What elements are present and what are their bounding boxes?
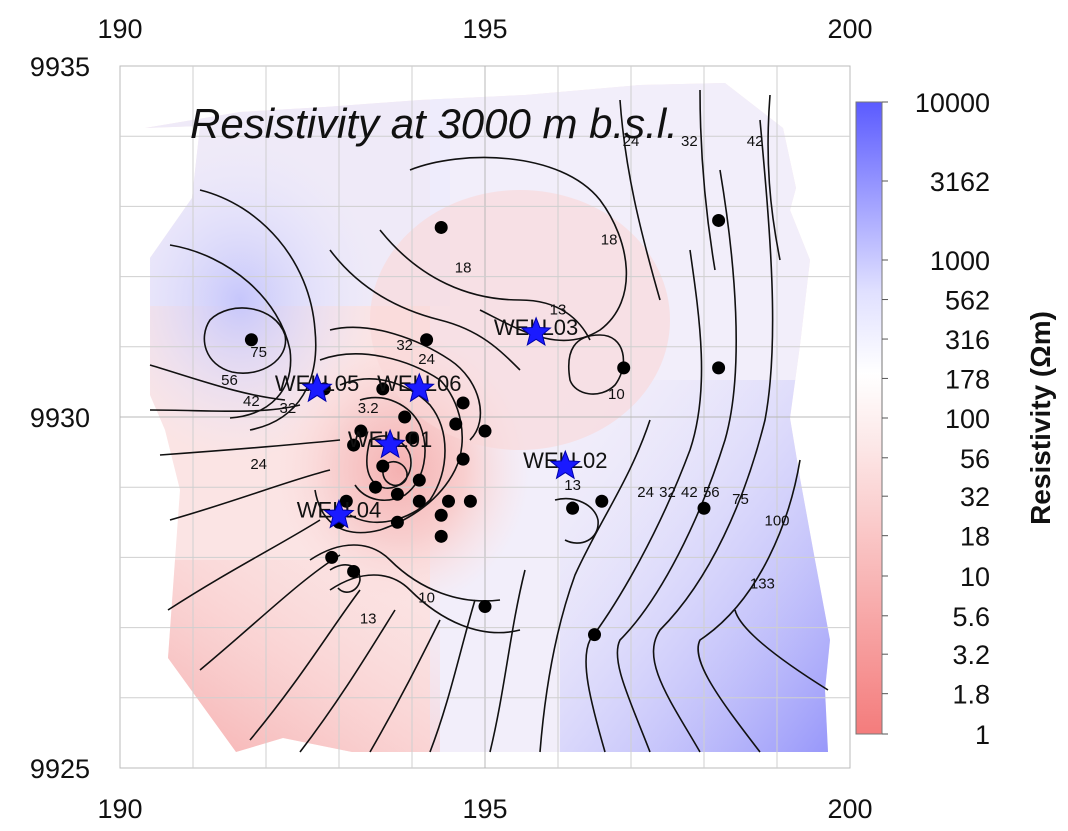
- colorbar-tick-label: 1000: [930, 246, 990, 276]
- well-star-icon: [549, 449, 581, 480]
- colorbar-tick-label: 18: [960, 522, 990, 552]
- x-tick-label-top: 195: [462, 14, 507, 44]
- station-marker: [712, 213, 726, 227]
- y-tick-label: 9930: [30, 403, 90, 433]
- colorbar-tick-label: 56: [960, 444, 990, 474]
- colorbar-tick-label: 5.6: [952, 602, 990, 632]
- well-star-icon: [301, 372, 333, 403]
- contour-label: 75: [732, 491, 749, 508]
- station-marker: [456, 396, 470, 410]
- well-star-icon: [374, 428, 406, 459]
- station-marker: [478, 600, 492, 614]
- x-tick-label-top: 190: [97, 14, 142, 44]
- contour-label: 24: [250, 456, 267, 473]
- well-star-icon: [403, 372, 435, 403]
- station-marker: [347, 438, 361, 452]
- station-marker: [354, 424, 368, 438]
- station-marker: [697, 501, 711, 515]
- contour-label: 10: [608, 386, 625, 403]
- contour-labels: 2432421818137556423232243.21024138243242…: [221, 133, 789, 628]
- contour-label: 56: [221, 372, 238, 389]
- station-marker: [369, 480, 382, 494]
- station-marker: [566, 501, 580, 515]
- station-marker: [617, 361, 631, 375]
- station-marker: [434, 508, 448, 522]
- contour-label: 24: [623, 133, 640, 150]
- contour-label: 100: [764, 512, 789, 529]
- colorbar-tick-label: 32: [960, 482, 990, 512]
- contour-label: 32: [659, 484, 676, 501]
- station-marker: [434, 220, 448, 234]
- map-title: Resistivity at 3000 m b.s.l.: [190, 100, 678, 147]
- station-markers: [244, 213, 726, 642]
- colorbar-tick-label: 1: [975, 720, 990, 750]
- contour-label: 133: [750, 575, 775, 592]
- y-tick-label: 9935: [30, 52, 90, 82]
- station-marker: [339, 494, 353, 508]
- contour-label: 32: [280, 400, 297, 417]
- colorbar-tick-label: 10000: [915, 88, 990, 118]
- colorbar-ticks: 10000 3162 1000 562 316 178 100 56 32 18 10 5.6 3.2 1…: [882, 88, 990, 750]
- x-tick-label-bottom: 195: [462, 794, 507, 824]
- station-marker: [390, 515, 404, 529]
- colorbar-tick-label: 178: [945, 364, 990, 394]
- contour-label: 3.2: [358, 400, 379, 417]
- colorbar-tick-label: 1.8: [952, 680, 990, 710]
- axis-ticks: 190 190 195 195 200 200 9935 9930 9925: [30, 14, 873, 824]
- station-marker: [712, 361, 726, 375]
- station-marker: [412, 494, 426, 508]
- station-marker: [595, 494, 609, 508]
- contour-label: 13: [550, 302, 567, 319]
- x-tick-label-top: 200: [827, 14, 872, 44]
- colorbar-tick-label: 3.2: [952, 640, 990, 670]
- contour-label: 10: [418, 590, 435, 607]
- x-tick-label-bottom: 200: [827, 794, 872, 824]
- station-marker: [449, 417, 463, 431]
- contour-label: 32: [681, 133, 698, 150]
- station-marker: [405, 431, 419, 445]
- contour-label: 42: [243, 393, 260, 410]
- colorbar-tick-label: 562: [945, 286, 990, 316]
- station-marker: [442, 494, 455, 508]
- station-marker: [478, 424, 492, 438]
- station-marker: [588, 628, 601, 642]
- contour-label: 13: [360, 611, 377, 628]
- colorbar: [855, 101, 883, 735]
- contour-label: 42: [681, 484, 698, 501]
- contour-label: 13: [564, 477, 581, 494]
- colorbar-tick-label: 10: [960, 562, 990, 592]
- contour-label: 42: [747, 133, 764, 150]
- contour-label: 56: [703, 484, 720, 501]
- contour-lines: [149, 89, 829, 753]
- station-marker: [390, 487, 404, 501]
- colorbar-tick-label: 3162: [930, 167, 990, 197]
- station-marker: [412, 473, 426, 487]
- station-marker: [463, 494, 477, 508]
- contour-label: 32: [396, 337, 413, 354]
- contour-label: 18: [455, 260, 472, 277]
- y-tick-label: 9925: [30, 754, 90, 784]
- station-marker: [420, 333, 434, 347]
- station-marker: [376, 459, 390, 473]
- well-star-icon: [323, 498, 355, 529]
- colorbar-tick-label: 100: [945, 404, 990, 434]
- contour-label: 18: [601, 232, 618, 249]
- station-marker: [398, 410, 412, 424]
- station-marker: [456, 452, 470, 466]
- station-marker: [434, 529, 448, 543]
- well-star-icon: [520, 316, 552, 347]
- station-marker: [347, 564, 361, 578]
- station-marker: [325, 550, 339, 564]
- station-marker: [376, 382, 390, 396]
- colorbar-tick-label: 316: [945, 325, 990, 355]
- contour-label: 24: [637, 484, 654, 501]
- x-tick-label-bottom: 190: [97, 794, 142, 824]
- contour-label: 75: [250, 344, 267, 361]
- colorbar-title: Resistivity (Ωm): [1025, 311, 1056, 525]
- contour-label: 24: [418, 351, 435, 368]
- station-marker: [244, 333, 258, 347]
- well-markers: WELL03WELL05WELL06WELL01WELL02WELL04: [275, 315, 607, 529]
